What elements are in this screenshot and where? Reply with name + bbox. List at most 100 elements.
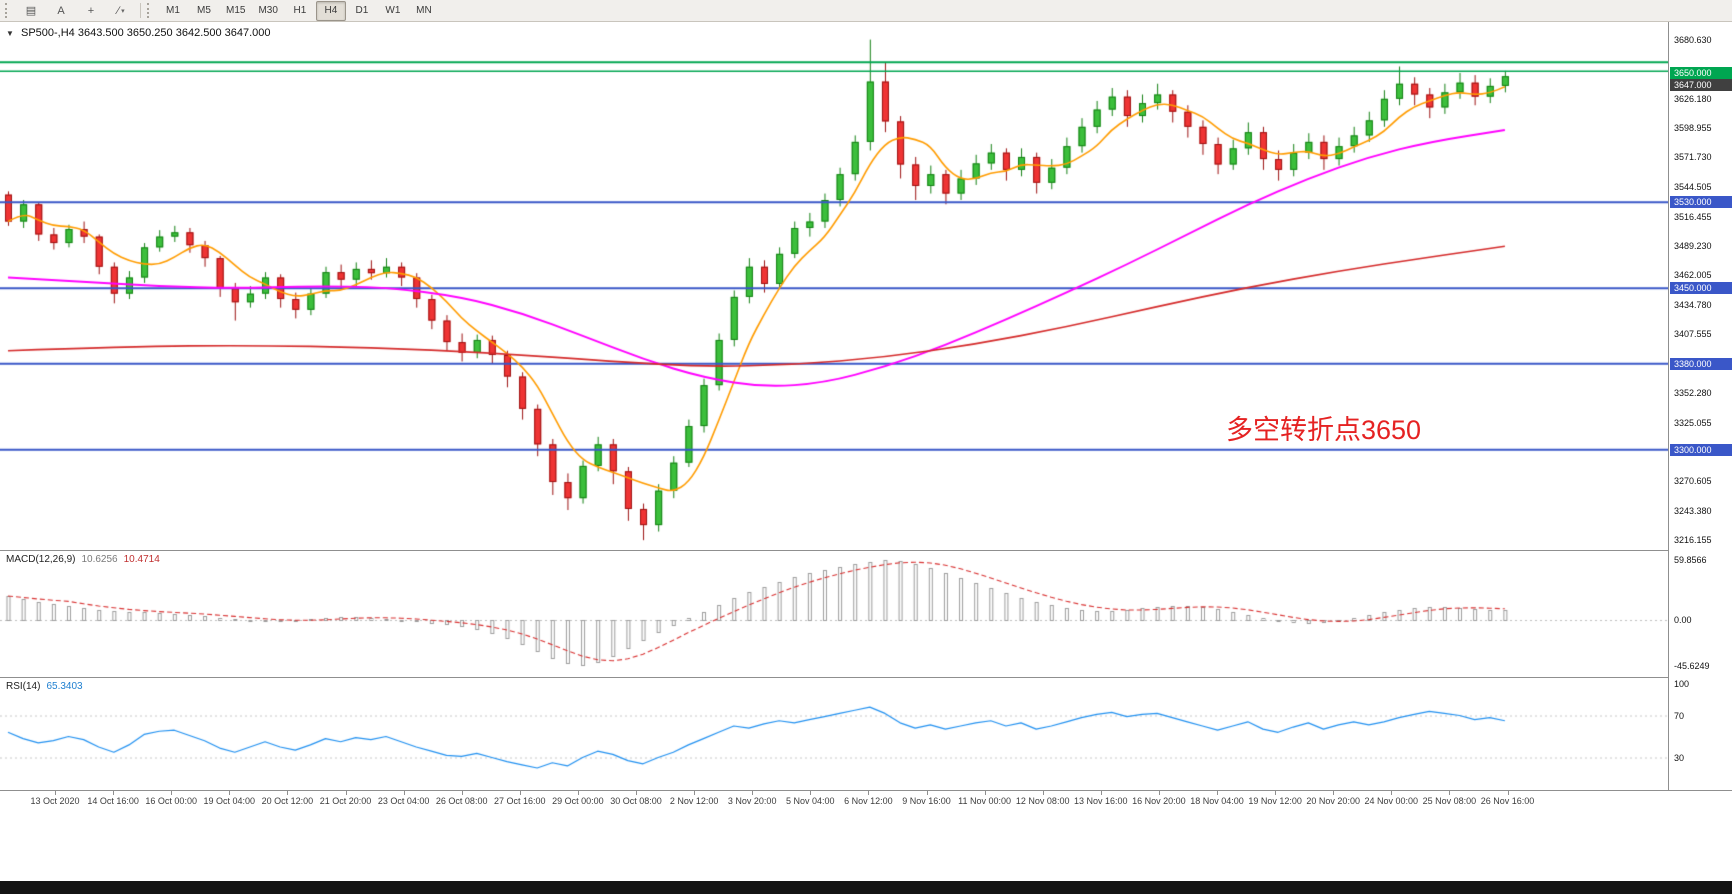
time-axis-tick (868, 791, 870, 795)
toolbar-grip[interactable] (5, 3, 11, 18)
time-axis-label: 20 Oct 12:00 (261, 796, 314, 806)
text-tool-button[interactable]: A (46, 1, 76, 21)
time-axis-label: 30 Oct 08:00 (610, 796, 662, 806)
time-axis-label: 18 Nov 04:00 (1190, 796, 1244, 806)
time-axis-label: 29 Oct 00:00 (552, 796, 604, 806)
timeframe-button-m5[interactable]: M5 (197, 5, 211, 16)
price-axis-label: 3270.605 (1674, 476, 1712, 487)
time-axis-label: 5 Nov 04:00 (786, 796, 835, 806)
price-axis-label: 3325.055 (1674, 417, 1712, 428)
macd-axis-label: 59.8566 (1674, 555, 1707, 566)
time-axis-tick (287, 791, 289, 795)
time-axis-tick (636, 791, 637, 795)
crosshair-tool-button[interactable]: + (76, 1, 106, 21)
time-axis[interactable]: 13 Oct 2020 14 Oct 16:00 16 Oct 00:00 19 Oc… (0, 790, 1732, 817)
timeframe-button-m15[interactable]: M15 (226, 5, 246, 16)
timeframe-button-h4[interactable]: H4 (315, 0, 346, 21)
time-axis-tick (577, 791, 579, 795)
time-axis-label: 26 Nov 16:00 (1480, 796, 1535, 806)
price-chart-canvas[interactable] (0, 22, 1668, 550)
line-tools-icon: ∕ (117, 4, 120, 17)
text-tool-icon: A (57, 4, 65, 17)
timeframe-button-w1[interactable]: W1 (385, 5, 401, 16)
pane-separator[interactable] (0, 550, 1732, 551)
timeframe-button-m1[interactable]: M1 (166, 5, 180, 16)
time-axis-label: 21 Oct 20:00 (319, 796, 372, 806)
time-axis-label: 6 Nov 12:00 (844, 796, 893, 806)
chart-text-annotation[interactable]: 多空转折点3650 (1226, 415, 1422, 445)
toolbar-separator (140, 3, 141, 18)
time-axis-label: 27 Oct 16:00 (494, 796, 546, 806)
time-axis-label: 24 Nov 00:00 (1364, 796, 1419, 806)
macd-axis-label: -45.6249 (1674, 660, 1710, 671)
crosshair-tool-icon: + (87, 4, 95, 17)
price-axis-label: 3352.280 (1674, 388, 1712, 399)
taskbar-strip (0, 881, 1732, 894)
chart-window: ▼ SP500-,H4 3643.500 3650.250 3642.500 3… (0, 22, 1732, 881)
macd-axis-label: 0.00 (1674, 615, 1692, 625)
timeframe-button-h1[interactable]: H1 (293, 5, 307, 16)
timeframe-button-d1[interactable]: D1 (355, 5, 369, 16)
chart-title: SP500-,H4 3643.500 3650.250 3642.500 364… (20, 27, 271, 39)
icon-toolbar: ▤ A + ∕ ▾ (16, 1, 136, 21)
chart-title-bar: ▼ SP500-,H4 3643.500 3650.250 3642.500 3… (6, 27, 271, 39)
time-axis-tick (810, 791, 812, 795)
chart-collapse-icon[interactable]: ▼ (6, 29, 14, 38)
time-axis-tick (1275, 791, 1277, 795)
time-axis-label: 13 Nov 16:00 (1074, 796, 1128, 806)
price-axis[interactable]: 3680.630 3626.180 3598.955 3571.730 3544.505… (1668, 22, 1732, 790)
time-axis-label: 23 Oct 04:00 (377, 796, 430, 806)
chevron-down-icon: ▾ (121, 7, 125, 15)
toolbar-grip-2[interactable] (147, 3, 153, 18)
price-axis-label: 3516.455 (1674, 211, 1712, 222)
rsi-axis-label: 100 (1674, 679, 1690, 689)
time-axis-tick (113, 791, 115, 795)
macd-name: MACD(12,26,9) (6, 554, 76, 565)
time-axis-tick (1449, 791, 1451, 795)
pane-separator[interactable] (0, 677, 1732, 678)
time-axis-tick (694, 791, 696, 795)
time-axis-tick (1158, 791, 1160, 795)
time-axis-tick (171, 791, 173, 795)
time-axis-label: 16 Oct 00:00 (145, 796, 197, 806)
time-axis-tick (984, 791, 986, 795)
chart-grid-icon: ▤ (25, 5, 37, 17)
time-axis-label: 14 Oct 16:00 (87, 796, 139, 806)
macd-canvas[interactable] (0, 551, 1668, 677)
price-axis-label: 3407.555 (1674, 328, 1712, 339)
price-axis-label: 3571.730 (1674, 152, 1712, 163)
macd-main-value: 10.6256 (81, 554, 118, 565)
time-axis-label: 2 Nov 12:00 (669, 796, 719, 806)
timeframe-button-mn[interactable]: MN (416, 5, 432, 16)
time-axis-tick (1507, 791, 1509, 795)
time-axis-tick (1042, 791, 1044, 795)
rsi-axis-label: 30 (1674, 752, 1685, 763)
time-axis-label: 19 Nov 12:00 (1248, 796, 1302, 806)
price-axis-label: 3462.005 (1674, 270, 1712, 281)
rsi-canvas[interactable] (0, 678, 1668, 790)
macd-signal-value: 10.4714 (123, 554, 160, 565)
rsi-value: 65.3403 (46, 681, 83, 692)
price-axis-label: 3626.180 (1674, 93, 1712, 104)
price-axis-label: 3680.630 (1674, 35, 1712, 45)
timeframe-toolbar: M1 M5 M15 M30 H1 H4 D1 W1 MN (158, 0, 439, 21)
time-axis-tick (1217, 791, 1218, 795)
time-axis-label: 11 Nov 00:00 (958, 796, 1012, 806)
price-axis-label: 3434.780 (1674, 299, 1712, 310)
time-axis-tick (229, 791, 231, 795)
line-tools-button[interactable]: ∕ ▾ (106, 1, 136, 21)
time-axis-tick (926, 791, 928, 795)
time-axis-tick (752, 791, 754, 795)
top-toolbar: ▤ A + ∕ ▾ M1 M5 M15 M30 H1 H4 D1 W1 MN (0, 0, 1732, 22)
timeframe-button-m30[interactable]: M30 (258, 5, 278, 16)
price-axis-label: 3544.505 (1674, 181, 1712, 192)
time-axis-tick (461, 791, 463, 795)
price-line-badge: 3530.000 (1670, 196, 1732, 209)
time-axis-label: 12 Nov 08:00 (1015, 796, 1070, 806)
macd-label: MACD(12,26,9) 10.6256 10.4714 (6, 554, 160, 565)
time-axis-tick (519, 791, 521, 795)
chart-grid-button[interactable]: ▤ (16, 1, 46, 21)
time-axis-tick (345, 791, 347, 795)
price-axis-label: 3216.155 (1674, 535, 1712, 545)
time-axis-label: 16 Nov 20:00 (1132, 796, 1186, 806)
